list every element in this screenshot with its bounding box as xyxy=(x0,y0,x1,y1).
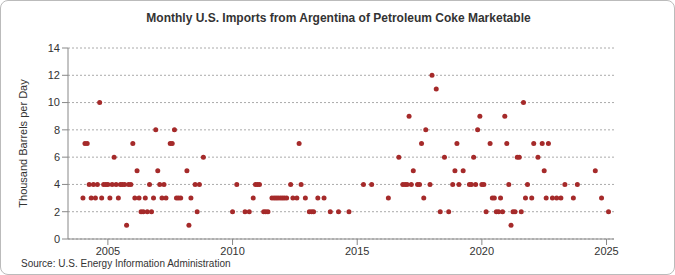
svg-text:0: 0 xyxy=(54,233,60,245)
html-text:Monthly U.S. Imports from Arge: Monthly U.S. Imports from Argentina of P… xyxy=(146,11,531,25)
svg-text:4: 4 xyxy=(54,178,60,190)
svg-text:14: 14 xyxy=(48,42,60,54)
html-text:Source: U.S. Energy Informatio: Source: U.S. Energy Information Administ… xyxy=(21,258,231,269)
svg-text:12: 12 xyxy=(48,69,60,81)
svg-text:6: 6 xyxy=(54,151,60,163)
svg-text:Thousand Barrels per Day: Thousand Barrels per Day xyxy=(17,79,29,208)
svg-text:2015: 2015 xyxy=(345,245,369,257)
svg-text:2010: 2010 xyxy=(220,245,244,257)
svg-text:2025: 2025 xyxy=(594,245,618,257)
svg-text:8: 8 xyxy=(54,124,60,136)
svg-text:2020: 2020 xyxy=(470,245,494,257)
svg-text:2: 2 xyxy=(54,206,60,218)
svg-text:2005: 2005 xyxy=(96,245,120,257)
svg-text:10: 10 xyxy=(48,96,60,108)
